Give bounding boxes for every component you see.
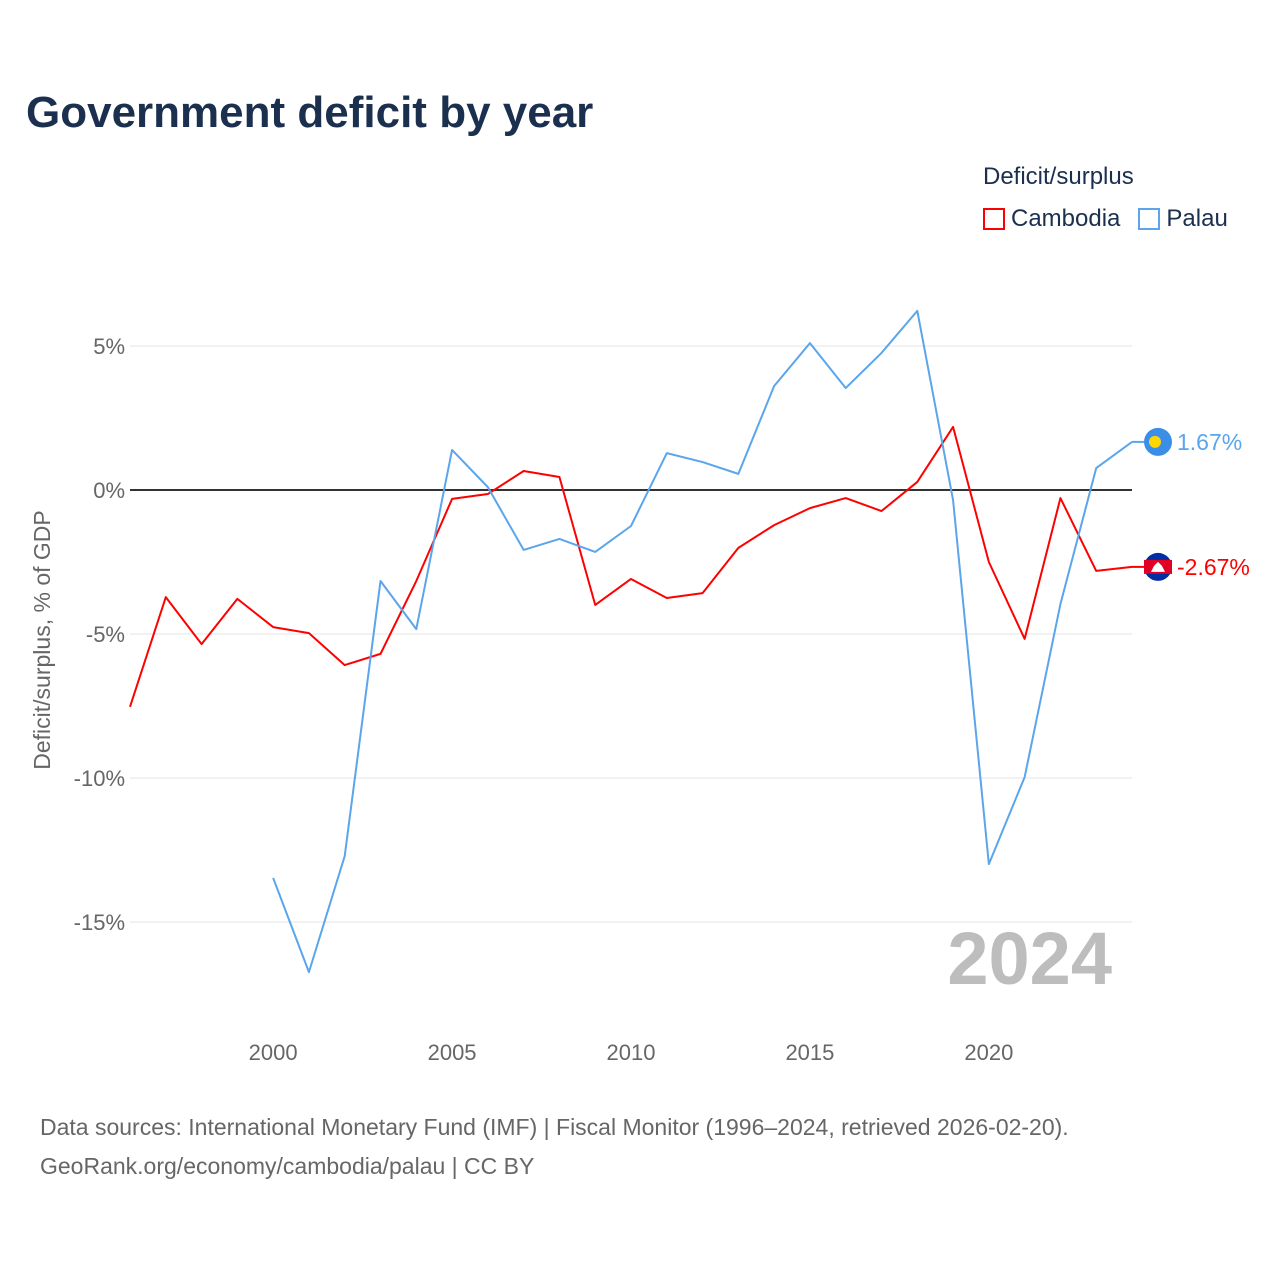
y-tick-label: -10% xyxy=(74,766,125,791)
chart-title: Government deficit by year xyxy=(26,88,594,137)
y-tick-label: 5% xyxy=(93,334,125,359)
legend-label: Cambodia xyxy=(1011,205,1121,232)
year-watermark: 2024 xyxy=(947,917,1112,1000)
source-line-2[interactable]: GeoRank.org/economy/cambodia/palau | CC … xyxy=(40,1153,535,1179)
legend: Cambodia Palau xyxy=(983,205,1228,233)
series-line-cambodia xyxy=(129,425,1133,708)
y-tick-label: -15% xyxy=(74,910,125,935)
legend-swatch-cambodia xyxy=(983,208,1005,230)
x-tick-label: 2015 xyxy=(785,1040,834,1065)
flag-icon-cambodia xyxy=(1144,552,1172,581)
y-tick-label: 0% xyxy=(93,478,125,503)
legend-swatch-palau xyxy=(1138,208,1161,230)
y-tick-label: -5% xyxy=(86,622,125,647)
y-axis-label: Deficit/surplus, % of GDP xyxy=(29,510,55,769)
end-value-label: -2.67% xyxy=(1177,554,1250,580)
legend-label: Palau xyxy=(1166,205,1228,232)
flag-moon xyxy=(1149,435,1161,448)
x-tick-label: 2020 xyxy=(964,1040,1013,1065)
flag-temple xyxy=(1151,561,1165,572)
end-value-label: 1.67% xyxy=(1177,429,1242,455)
series-line-palau xyxy=(272,309,1133,974)
legend-item-palau[interactable]: Palau xyxy=(1138,205,1228,233)
x-tick-label: 2005 xyxy=(428,1040,477,1065)
x-tick-label: 2000 xyxy=(249,1040,298,1065)
source-line-1: Data sources: International Monetary Fun… xyxy=(40,1114,1069,1140)
legend-title: Deficit/surplus xyxy=(983,163,1134,190)
source-note: Data sources: International Monetary Fun… xyxy=(40,1108,1069,1186)
flag-icon-palau xyxy=(1144,427,1172,456)
legend-item-cambodia[interactable]: Cambodia xyxy=(983,205,1120,233)
x-tick-label: 2010 xyxy=(607,1040,656,1065)
